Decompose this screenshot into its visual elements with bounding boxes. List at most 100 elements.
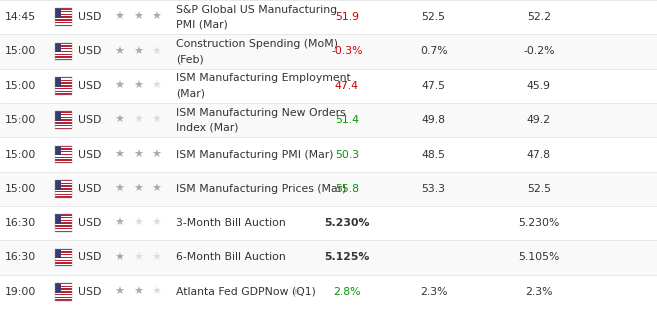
- Text: 2.3%: 2.3%: [525, 287, 553, 297]
- Text: USD: USD: [78, 184, 101, 194]
- Bar: [55, 89, 72, 91]
- Bar: [55, 92, 72, 93]
- Bar: [55, 112, 72, 114]
- Text: USD: USD: [78, 115, 101, 125]
- Text: Atlanta Fed GDPNow (Q1): Atlanta Fed GDPNow (Q1): [176, 287, 316, 297]
- Bar: [55, 85, 72, 87]
- Text: p: p: [293, 287, 298, 296]
- Bar: [55, 111, 61, 121]
- Bar: [55, 146, 61, 155]
- Bar: [55, 146, 72, 147]
- Bar: [55, 197, 72, 198]
- Bar: [0, 275, 657, 309]
- Text: S&P Global US Manufacturing: S&P Global US Manufacturing: [176, 5, 337, 15]
- Bar: [55, 184, 72, 185]
- Text: 50.3: 50.3: [335, 150, 359, 159]
- Text: 47.4: 47.4: [335, 81, 359, 91]
- Bar: [55, 253, 72, 254]
- Text: 49.2: 49.2: [527, 115, 551, 125]
- Bar: [55, 77, 72, 78]
- Text: 5.105%: 5.105%: [518, 252, 559, 263]
- Bar: [55, 220, 72, 221]
- Text: 51.4: 51.4: [335, 115, 359, 125]
- Bar: [55, 214, 61, 224]
- Text: Construction Spending (MoM): Construction Spending (MoM): [176, 39, 338, 49]
- Bar: [55, 284, 72, 286]
- Bar: [55, 25, 72, 26]
- Bar: [55, 180, 72, 181]
- Bar: [55, 294, 72, 295]
- Text: USD: USD: [78, 252, 101, 263]
- Text: ★: ★: [133, 252, 143, 263]
- Text: 15:00: 15:00: [5, 81, 37, 91]
- Text: 2.8%: 2.8%: [333, 287, 361, 297]
- Bar: [55, 214, 72, 232]
- Text: ★: ★: [151, 150, 162, 159]
- Bar: [55, 120, 72, 121]
- Bar: [55, 257, 72, 258]
- Bar: [55, 299, 72, 301]
- Bar: [55, 181, 72, 183]
- Bar: [55, 155, 72, 157]
- Text: ★: ★: [151, 115, 162, 125]
- Bar: [55, 154, 72, 155]
- Text: 15:00: 15:00: [5, 46, 37, 57]
- Bar: [0, 69, 657, 103]
- Bar: [55, 288, 72, 290]
- Bar: [55, 187, 72, 188]
- Bar: [55, 121, 72, 122]
- Text: ★: ★: [133, 218, 143, 228]
- Text: PMI (Mar): PMI (Mar): [176, 20, 228, 30]
- Text: 15:00: 15:00: [5, 184, 37, 194]
- Bar: [55, 191, 72, 192]
- Text: ★: ★: [133, 12, 143, 22]
- Bar: [55, 192, 72, 194]
- Text: 45.9: 45.9: [527, 81, 551, 91]
- Text: Index (Mar): Index (Mar): [176, 123, 238, 133]
- Text: ★: ★: [114, 150, 125, 159]
- Text: 52.2: 52.2: [527, 12, 551, 22]
- Bar: [55, 48, 72, 49]
- Text: 48.5: 48.5: [422, 150, 445, 159]
- Text: ★: ★: [133, 150, 143, 159]
- Bar: [55, 80, 72, 81]
- Bar: [55, 248, 61, 258]
- Bar: [55, 290, 72, 291]
- Bar: [55, 55, 72, 56]
- Text: 51.9: 51.9: [335, 12, 359, 22]
- Bar: [55, 158, 72, 159]
- Text: 5.230%: 5.230%: [324, 218, 370, 228]
- Bar: [55, 115, 72, 117]
- Bar: [55, 217, 72, 218]
- Text: ★: ★: [133, 287, 143, 297]
- Text: 47.8: 47.8: [527, 150, 551, 159]
- Text: 19:00: 19:00: [5, 287, 37, 297]
- Bar: [55, 43, 72, 61]
- Bar: [55, 161, 72, 162]
- Bar: [55, 256, 72, 257]
- Text: ★: ★: [151, 12, 162, 22]
- Bar: [55, 194, 72, 195]
- Text: ★: ★: [114, 81, 125, 91]
- Bar: [55, 83, 72, 84]
- Bar: [55, 146, 72, 163]
- Bar: [55, 183, 72, 184]
- Bar: [55, 231, 72, 232]
- Bar: [55, 147, 72, 148]
- Bar: [55, 295, 72, 297]
- Bar: [55, 251, 72, 253]
- Text: USD: USD: [78, 46, 101, 57]
- Text: (Feb): (Feb): [176, 54, 204, 64]
- Text: 52.5: 52.5: [527, 184, 551, 194]
- Text: 14:45: 14:45: [5, 12, 36, 22]
- Bar: [55, 189, 72, 191]
- Bar: [0, 137, 657, 172]
- Bar: [55, 248, 72, 250]
- Bar: [55, 265, 72, 266]
- Text: ★: ★: [133, 184, 143, 194]
- Bar: [0, 172, 657, 206]
- Bar: [55, 248, 72, 266]
- Bar: [55, 14, 72, 15]
- Bar: [55, 159, 72, 161]
- Bar: [55, 298, 72, 299]
